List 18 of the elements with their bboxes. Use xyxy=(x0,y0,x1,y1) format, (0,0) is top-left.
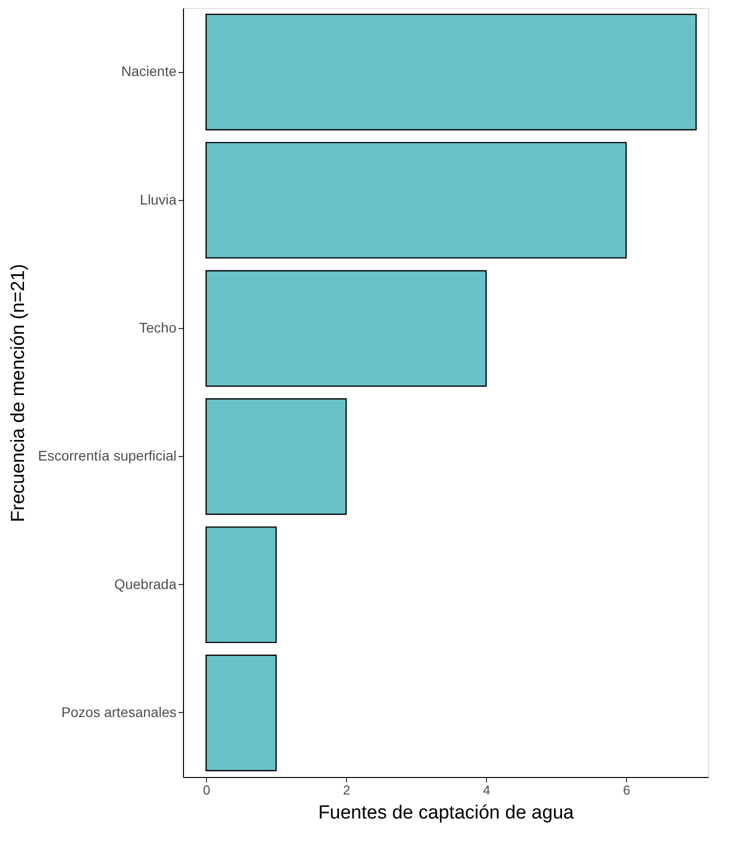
bar xyxy=(206,14,697,130)
y-tick-label: Escorrentía superficial xyxy=(38,448,176,464)
y-tick-label: Lluvia xyxy=(140,191,177,208)
y-axis-title: Frecuencia de mención (n=21) xyxy=(8,264,29,522)
bar xyxy=(206,654,277,772)
x-tick-label: 6 xyxy=(622,782,630,798)
x-tick-label: 2 xyxy=(342,782,350,798)
bar xyxy=(206,526,277,644)
bar xyxy=(206,270,487,387)
x-tick-label: 4 xyxy=(482,782,490,798)
y-tick-label: Pozos artesanales xyxy=(61,704,176,720)
x-tick-label: 0 xyxy=(202,782,210,798)
y-tick-label: Techo xyxy=(139,319,177,336)
y-tick-label: Naciente xyxy=(121,63,177,80)
bar xyxy=(206,398,347,515)
y-tick-label: Quebrada xyxy=(114,576,177,592)
bar xyxy=(206,142,627,259)
x-axis-title: Fuentes de captación de agua xyxy=(318,802,574,824)
